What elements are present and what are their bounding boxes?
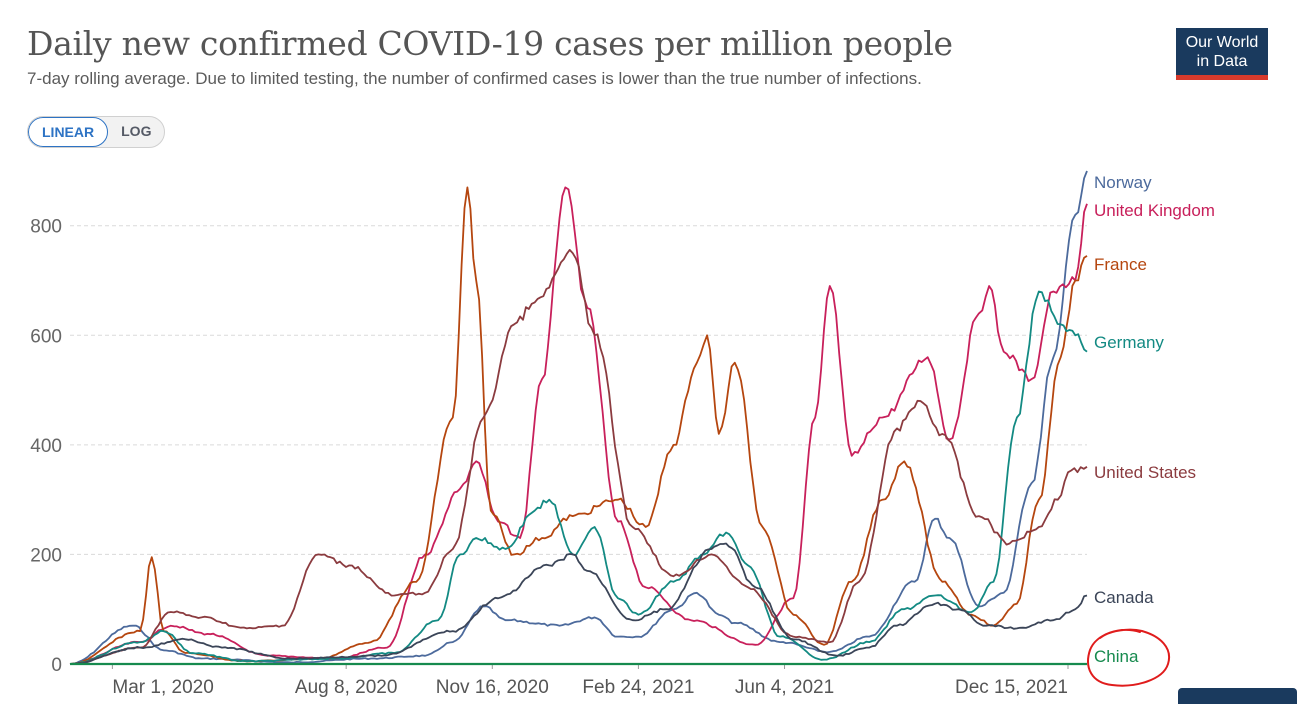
log-scale-button[interactable]: LOG — [121, 123, 152, 139]
chart-subtitle: 7-day rolling average. Due to limited te… — [27, 69, 922, 88]
red-circle-annotation — [1087, 628, 1171, 687]
series-line-canada[interactable] — [69, 542, 1088, 665]
x-tick-label: Nov 16, 2020 — [436, 677, 549, 698]
logo-line-2: in Data — [1196, 53, 1248, 70]
x-tick-label: Feb 24, 2021 — [582, 677, 694, 698]
scale-toggle: LINEAR LOG — [27, 116, 166, 148]
series-line-united-kingdom[interactable] — [69, 186, 1088, 665]
series-line-united-states[interactable] — [69, 249, 1088, 665]
y-tick-label: 800 — [30, 217, 62, 238]
y-tick-label: 400 — [30, 436, 62, 457]
chart-title: Daily new confirmed COVID-19 cases per m… — [27, 24, 953, 63]
series-line-norway[interactable] — [69, 170, 1088, 665]
series-label-norway[interactable]: Norway — [1094, 173, 1152, 192]
bottom-right-panel-tab[interactable] — [1178, 688, 1297, 704]
series-label-canada[interactable]: Canada — [1094, 588, 1154, 607]
x-tick-label: Jun 4, 2021 — [735, 677, 834, 698]
x-tick-label: Aug 8, 2020 — [295, 677, 397, 698]
x-tick-label: Mar 1, 2020 — [112, 677, 213, 698]
series-label-germany[interactable]: Germany — [1094, 333, 1164, 352]
y-tick-label: 0 — [51, 655, 62, 676]
series-label-france[interactable]: France — [1094, 255, 1147, 274]
y-tick-label: 600 — [30, 326, 62, 347]
series-label-united-states[interactable]: United States — [1094, 463, 1196, 482]
y-tick-label: 200 — [30, 545, 62, 566]
linear-scale-button[interactable]: LINEAR — [28, 117, 109, 147]
series-label-united-kingdom[interactable]: United Kingdom — [1094, 201, 1215, 220]
x-tick-label: Dec 15, 2021 — [955, 677, 1068, 698]
series-label-china[interactable]: China — [1094, 647, 1139, 666]
logo-line-1: Our World — [1185, 34, 1259, 51]
series-line-germany[interactable] — [69, 290, 1088, 665]
owid-logo[interactable]: Our World in Data — [1176, 28, 1268, 80]
